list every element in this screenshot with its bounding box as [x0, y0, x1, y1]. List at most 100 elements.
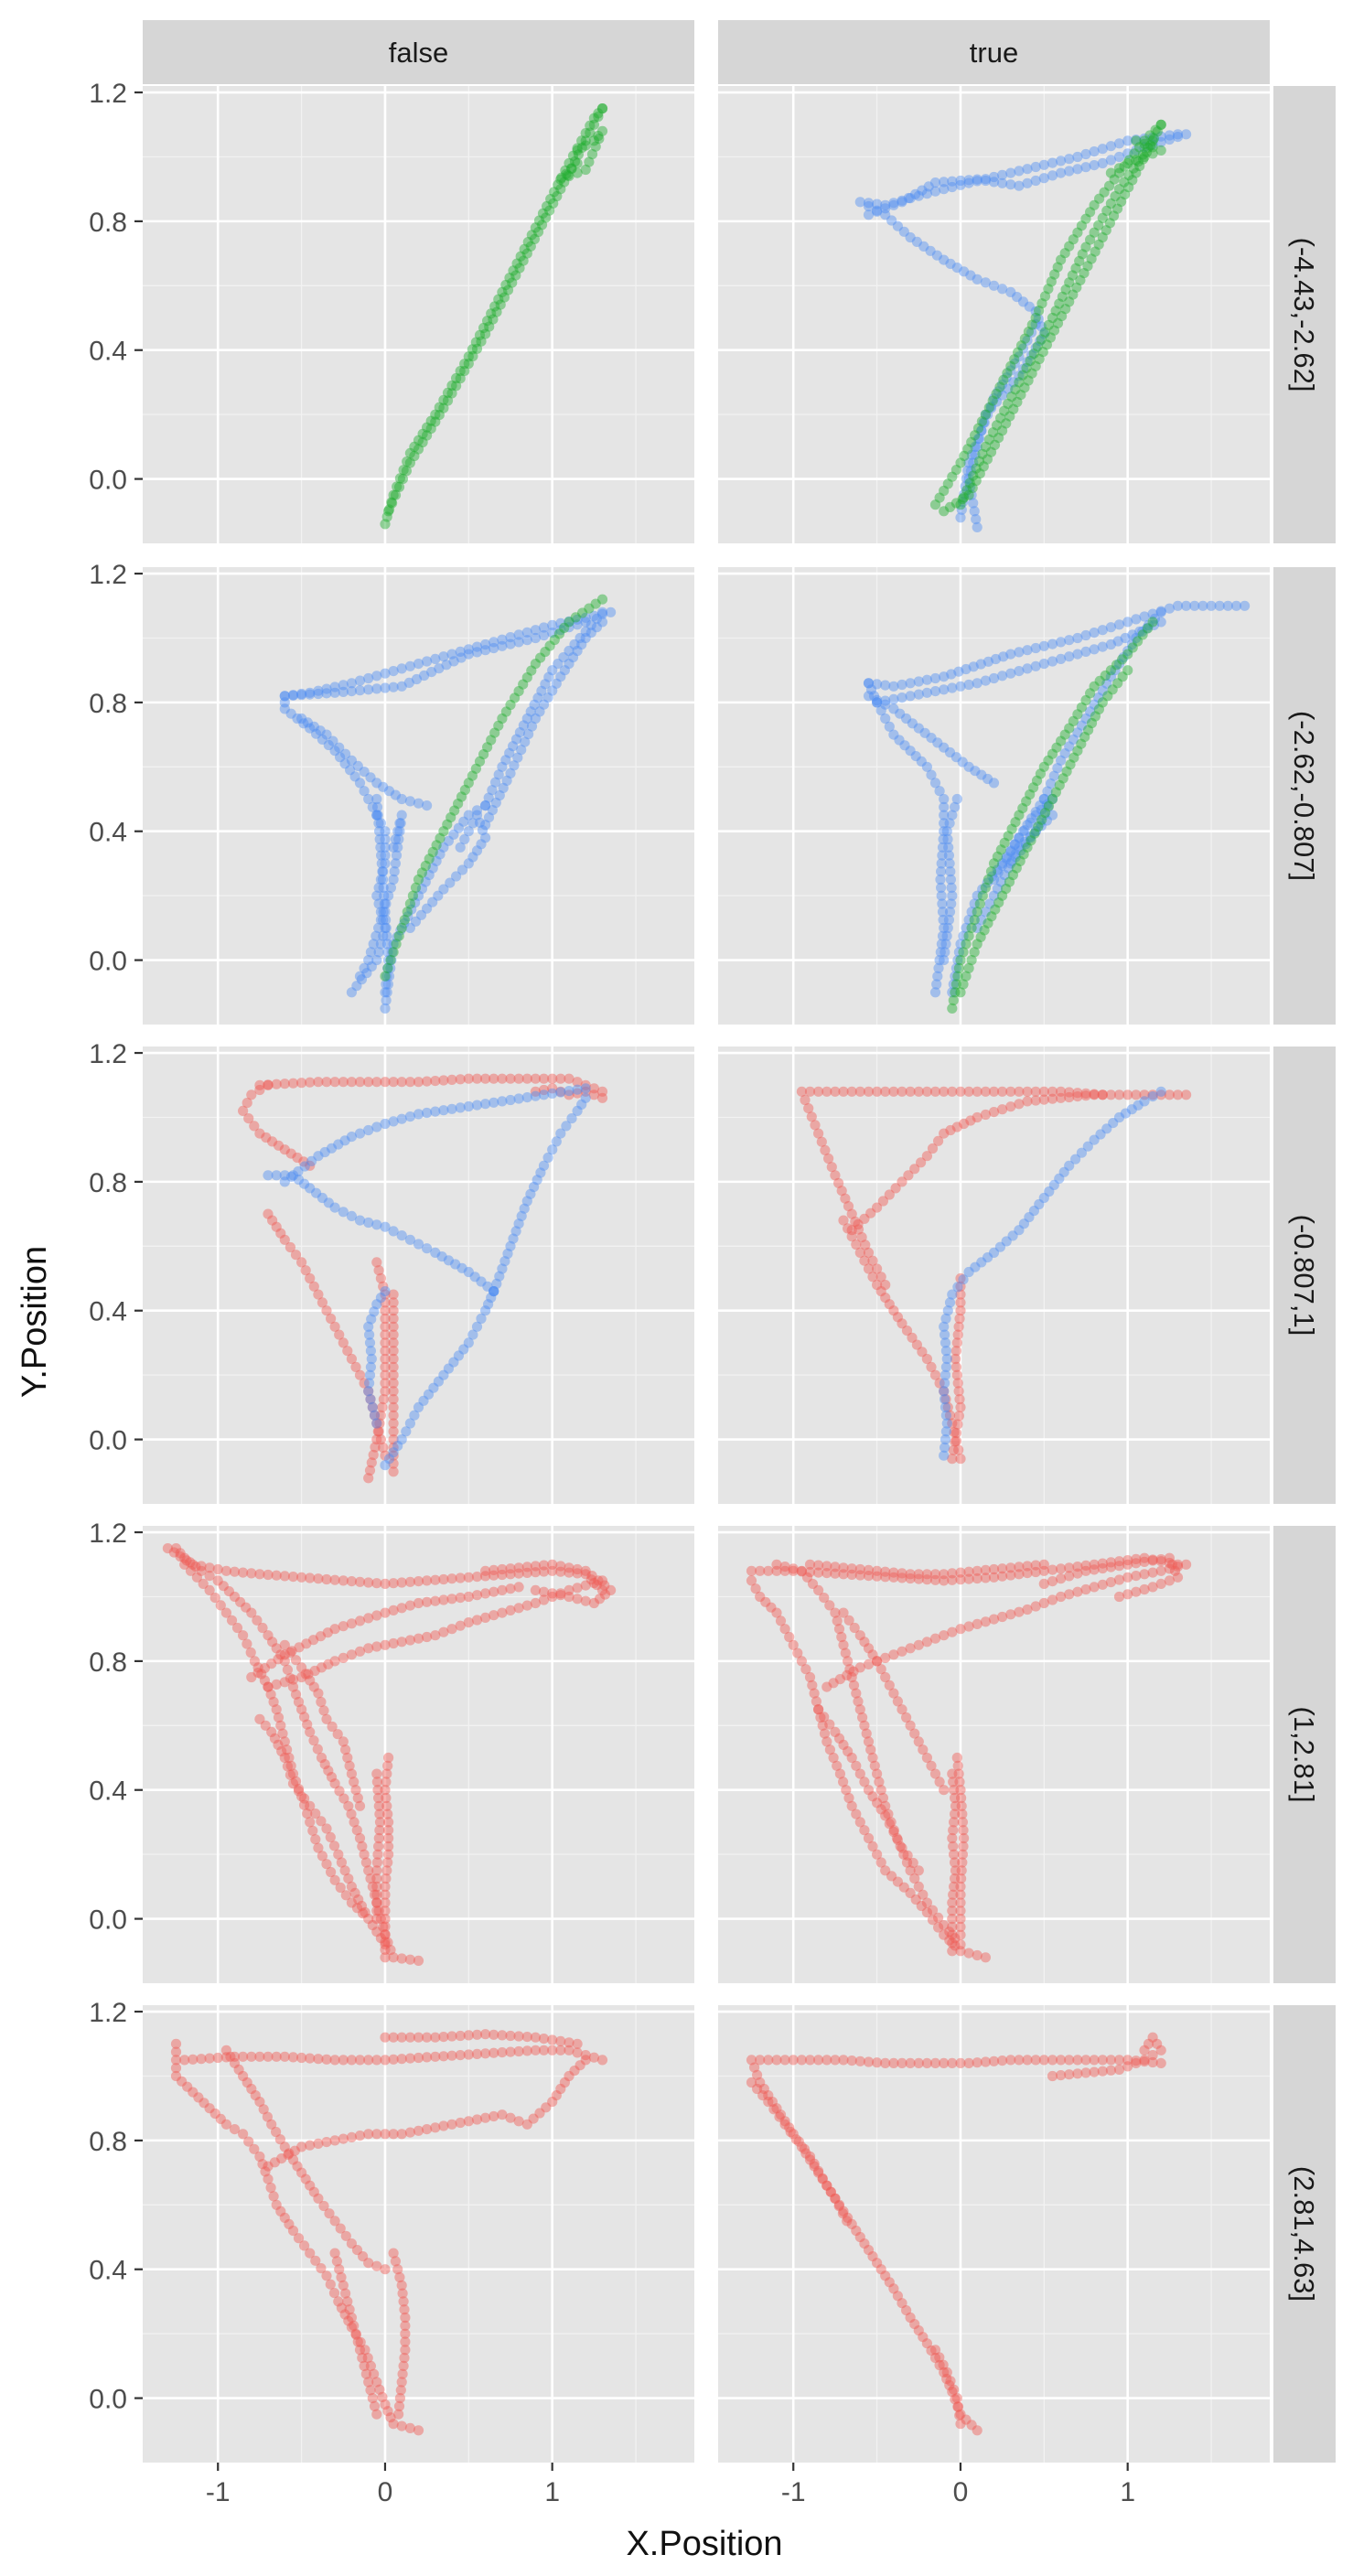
- data-point: [305, 1183, 316, 1194]
- data-point: [944, 1927, 955, 1937]
- data-point: [388, 1361, 399, 1372]
- data-point: [980, 1616, 991, 1627]
- data-point: [1056, 653, 1067, 665]
- data-point: [340, 1744, 351, 1755]
- data-point: [980, 1109, 991, 1121]
- data-point: [854, 1662, 865, 1673]
- data-point: [921, 1086, 933, 1097]
- panel-background: [143, 1046, 694, 1504]
- data-point: [1113, 1574, 1125, 1585]
- data-point: [965, 466, 976, 477]
- data-point: [843, 2212, 854, 2223]
- data-point: [1137, 629, 1148, 640]
- data-point: [763, 2055, 774, 2066]
- data-point: [404, 2053, 415, 2064]
- data-point: [963, 1948, 974, 1959]
- data-point: [891, 1832, 903, 1844]
- data-point: [880, 1566, 891, 1577]
- data-point: [480, 1571, 491, 1582]
- data-point: [950, 1865, 961, 1876]
- data-point: [489, 1097, 499, 1108]
- data-point: [279, 1176, 290, 1187]
- data-point: [380, 1003, 391, 1014]
- data-point: [949, 1817, 960, 1828]
- data-point: [380, 1305, 391, 1316]
- data-point: [982, 877, 993, 888]
- data-point: [1014, 832, 1025, 843]
- data-point: [746, 1565, 757, 1576]
- data-point: [763, 2097, 774, 2108]
- data-point: [1139, 2056, 1150, 2067]
- strip-background: [143, 20, 694, 84]
- data-point: [953, 1768, 964, 1779]
- data-point: [848, 1666, 859, 1677]
- data-point: [572, 2038, 583, 2049]
- data-point: [282, 1744, 293, 1755]
- data-point: [825, 2186, 836, 2197]
- data-point: [372, 1426, 383, 1437]
- data-point: [252, 1615, 263, 1626]
- data-point: [1047, 810, 1058, 821]
- data-point: [972, 2425, 983, 2436]
- data-point: [838, 1562, 849, 1573]
- data-point: [572, 167, 583, 178]
- data-point: [963, 761, 974, 772]
- axes-layer: 0.00.40.81.20.00.40.81.20.00.40.81.20.00…: [89, 79, 1135, 2507]
- data-point: [869, 1760, 880, 1771]
- data-point: [994, 1241, 1005, 1252]
- data-point: [238, 1567, 249, 1578]
- data-point: [446, 1594, 457, 1605]
- data-point: [947, 1289, 958, 1300]
- data-point: [547, 1588, 558, 1599]
- data-point: [961, 485, 972, 496]
- data-point: [196, 1565, 207, 1576]
- data-point: [1050, 306, 1061, 317]
- data-point: [929, 2345, 941, 2356]
- data-point: [380, 1897, 391, 1908]
- data-point: [599, 1589, 611, 1600]
- data-point: [372, 1785, 383, 1796]
- data-point: [1068, 734, 1079, 746]
- data-point: [957, 1809, 968, 1819]
- data-point: [813, 1584, 824, 1595]
- data-point: [538, 1073, 550, 1084]
- data-point: [863, 1571, 875, 1582]
- data-point: [525, 1188, 536, 1199]
- data-point: [888, 1567, 899, 1578]
- data-point: [285, 1769, 295, 1780]
- data-point: [404, 922, 415, 934]
- data-point: [535, 652, 546, 663]
- data-point: [952, 2401, 963, 2412]
- data-point: [471, 2114, 483, 2125]
- data-point: [315, 1631, 327, 1642]
- data-point: [388, 1447, 399, 1458]
- data-point: [572, 1088, 583, 1099]
- data-point: [964, 478, 975, 488]
- data-point: [380, 922, 391, 934]
- data-point: [950, 979, 961, 990]
- facet-row-label: (1,2.81]: [1288, 1706, 1320, 1802]
- data-point: [1030, 342, 1041, 353]
- data-point: [438, 884, 449, 895]
- data-point: [1076, 738, 1087, 749]
- data-point: [826, 1162, 837, 1173]
- data-point: [1022, 1086, 1033, 1097]
- data-point: [939, 2367, 950, 2377]
- data-point: [1139, 142, 1150, 153]
- data-point: [385, 955, 396, 966]
- data-point: [399, 915, 410, 926]
- data-point: [564, 2037, 574, 2048]
- data-point: [843, 1201, 854, 1212]
- data-point: [771, 1559, 782, 1570]
- data-point: [929, 672, 941, 684]
- data-point: [1155, 145, 1166, 156]
- data-point: [381, 922, 392, 934]
- data-point: [947, 1086, 958, 1097]
- data-point: [404, 1234, 415, 1245]
- data-point: [942, 833, 953, 845]
- data-point: [976, 1257, 987, 1268]
- data-point: [854, 1630, 865, 1641]
- data-point: [880, 2270, 891, 2281]
- data-point: [489, 1564, 499, 1575]
- data-point: [526, 230, 537, 241]
